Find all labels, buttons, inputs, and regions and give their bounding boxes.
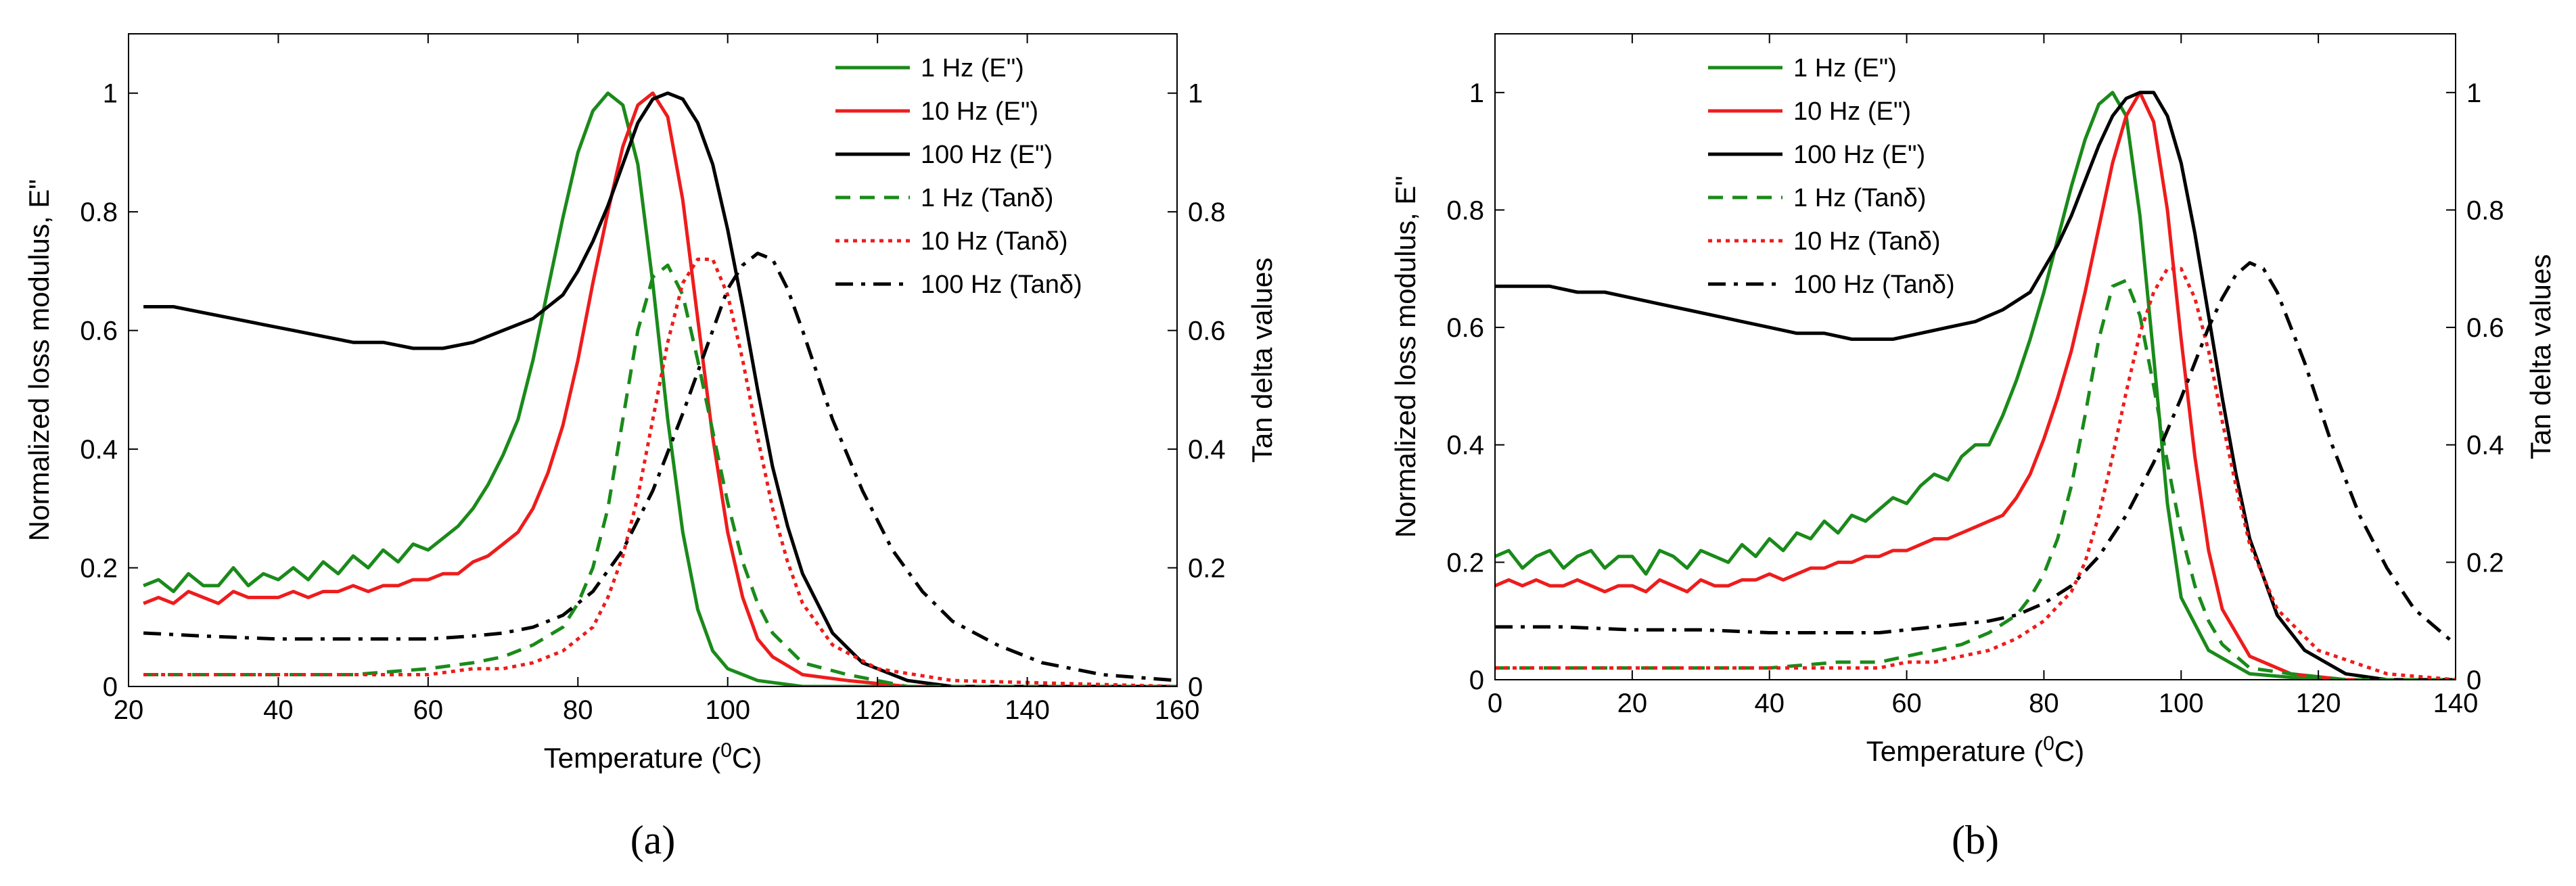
y2-tick-label: 0.6 xyxy=(2466,313,2504,343)
legend-label-2: 10 Hz (E") xyxy=(1793,97,1911,126)
y-tick-label: 0.8 xyxy=(80,197,118,227)
series-line-5 xyxy=(1495,266,2456,680)
series-line-6 xyxy=(1495,261,2456,646)
y-axis-label: Normalized loss modulus, E" xyxy=(23,179,55,541)
series-line-3 xyxy=(143,91,1177,686)
legend-label-5: 10 Hz (Tanδ) xyxy=(921,227,1068,256)
panel-a-chart: 20 40 60 80 100 120 140 16000.20.40.60.8100.20.… xyxy=(23,33,1278,862)
series-group xyxy=(1495,91,2456,680)
x-tick-label: 40 xyxy=(1754,689,1785,718)
y2-tick-label: 1 xyxy=(1188,79,1203,109)
series-line-1 xyxy=(143,91,1177,686)
y-tick-label: 0.4 xyxy=(1446,431,1484,461)
panel-label: (a) xyxy=(630,818,676,862)
plot-frame xyxy=(128,33,1178,687)
x-tick-label: 0 xyxy=(1488,689,1502,718)
x-axis-label: Temperature (0C) xyxy=(1866,732,2084,767)
x-axis-label: Temperature (0C) xyxy=(544,739,762,774)
series-line-6 xyxy=(143,252,1177,682)
y2-tick-label: 0 xyxy=(2466,666,2481,695)
x-tick-label: 160 xyxy=(1155,695,1200,725)
y-tick-label: 0.2 xyxy=(80,554,118,584)
y2-tick-label: 0.6 xyxy=(1188,317,1226,346)
legend-label-5: 10 Hz (Tanδ) xyxy=(1793,227,1941,256)
y-tick-label: 0.2 xyxy=(1446,548,1484,578)
y2-axis-label: Tan delta values xyxy=(1246,258,1278,463)
y-tick-label: 0.6 xyxy=(1446,313,1484,343)
y2-tick-label: 0.8 xyxy=(2466,195,2504,225)
y-tick-label: 0 xyxy=(103,672,118,702)
x-tick-label: 100 xyxy=(2159,689,2204,718)
y2-axis-label: Tan delta values xyxy=(2525,254,2556,460)
y-tick-label: 0.6 xyxy=(80,317,118,346)
legend: 1 Hz (E") 10 Hz (E") 100 Hz (E") 1 Hz (Tanδ… xyxy=(1708,54,1955,299)
panel-label: (b) xyxy=(1952,818,1999,862)
x-tick-label: 140 xyxy=(2433,689,2479,718)
legend-label-3: 100 Hz (E") xyxy=(921,141,1053,169)
legend-label-6: 100 Hz (Tanδ) xyxy=(921,271,1082,299)
x-tick-label: 20 xyxy=(1617,689,1648,718)
y2-tick-label: 0.4 xyxy=(2466,431,2504,461)
legend-label-2: 10 Hz (E") xyxy=(921,97,1038,126)
y2-tick-label: 0.2 xyxy=(1188,554,1226,584)
legend-label-3: 100 Hz (E") xyxy=(1793,141,1925,169)
y-tick-label: 0.8 xyxy=(1446,195,1484,225)
x-tick-label: 20 xyxy=(114,695,144,725)
x-tick-label: 120 xyxy=(855,695,900,725)
series-line-3 xyxy=(1495,91,2456,680)
y-tick-label: 1 xyxy=(1469,78,1484,108)
y2-tick-label: 0 xyxy=(1188,672,1203,702)
series-line-1 xyxy=(1495,91,2456,680)
y2-tick-label: 0.8 xyxy=(1188,197,1226,227)
x-tick-label: 40 xyxy=(263,695,294,725)
y2-tick-label: 0.2 xyxy=(2466,548,2504,578)
legend-label-4: 1 Hz (Tanδ) xyxy=(1793,184,1926,212)
series-line-4 xyxy=(1495,279,2456,680)
y2-tick-label: 0.4 xyxy=(1188,435,1226,465)
x-tick-label: 60 xyxy=(413,695,444,725)
x-tick-label: 60 xyxy=(1891,689,1922,718)
legend-label-1: 1 Hz (E") xyxy=(1793,54,1897,83)
x-tick-label: 100 xyxy=(705,695,750,725)
legend-label-1: 1 Hz (E") xyxy=(921,54,1024,83)
legend-label-6: 100 Hz (Tanδ) xyxy=(1793,271,1955,299)
legend-label-4: 1 Hz (Tanδ) xyxy=(921,184,1053,212)
series-line-2 xyxy=(1495,91,2456,680)
y-tick-label: 0 xyxy=(1469,666,1484,695)
x-tick-label: 140 xyxy=(1005,695,1050,725)
series-line-4 xyxy=(143,263,1177,686)
y-tick-label: 1 xyxy=(103,79,118,109)
x-tick-label: 80 xyxy=(2029,689,2059,718)
series-line-2 xyxy=(143,91,1177,686)
y2-tick-label: 1 xyxy=(2466,78,2481,108)
plot-frame xyxy=(1494,33,2456,680)
x-tick-label: 120 xyxy=(2296,689,2341,718)
legend: 1 Hz (E") 10 Hz (E") 100 Hz (E") 1 Hz (Tanδ… xyxy=(835,54,1082,299)
panel-b-chart: 0 20 40 60 80 100 120 14000.20.40.60.8100.20.40… xyxy=(1389,33,2556,862)
y-tick-label: 0.4 xyxy=(80,435,118,465)
series-group xyxy=(143,91,1177,686)
x-tick-label: 80 xyxy=(563,695,593,725)
y-axis-label: Normalized loss modulus, E" xyxy=(1389,176,1421,538)
